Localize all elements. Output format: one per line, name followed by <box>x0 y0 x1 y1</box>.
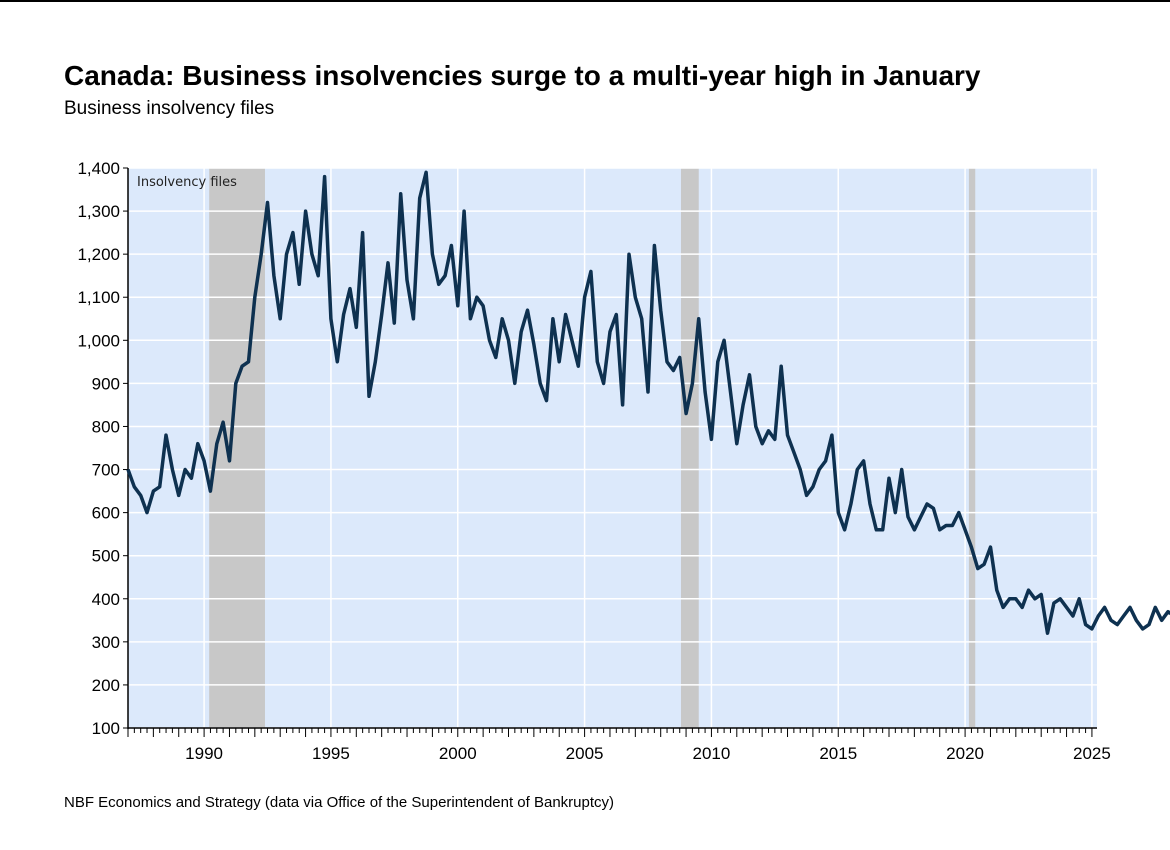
x-tick-label: 2020 <box>946 744 984 763</box>
insolvency-files-line <box>126 170 1170 635</box>
y-tick-label: 900 <box>92 374 120 393</box>
y-tick-label: 700 <box>92 461 120 480</box>
y-tick-label: 300 <box>92 633 120 652</box>
y-tick-label: 600 <box>92 504 120 523</box>
x-tick-label: 1990 <box>185 744 223 763</box>
recession-band <box>680 168 699 728</box>
x-tick-label: 1995 <box>312 744 350 763</box>
y-tick-label: 1,300 <box>77 202 120 221</box>
y-tick-label: 400 <box>92 590 120 609</box>
y-tick-label: 500 <box>92 547 120 566</box>
y-tick-label: 1,400 <box>77 159 120 178</box>
x-tick-label: 2015 <box>819 744 857 763</box>
recession-band <box>968 168 976 728</box>
x-tick-label: 2025 <box>1073 744 1111 763</box>
x-tick-label: 2000 <box>439 744 477 763</box>
y-tick-label: 1,000 <box>77 331 120 350</box>
y-tick-label: 800 <box>92 417 120 436</box>
x-tick-label: 2005 <box>566 744 604 763</box>
source-note: NBF Economics and Strategy (data via Off… <box>64 794 615 811</box>
y-tick-label: 1,200 <box>77 245 120 264</box>
recession-band <box>209 168 265 728</box>
y-tick-label: 1,100 <box>77 288 120 307</box>
top-rule <box>0 0 1170 2</box>
plot-background <box>128 168 1097 728</box>
y-tick-label: 200 <box>92 676 120 695</box>
chart-title: Canada: Business insolvencies surge to a… <box>64 60 981 91</box>
x-tick-label: 2010 <box>693 744 731 763</box>
y-tick-label: 100 <box>92 719 120 738</box>
series-label: Insolvency files <box>137 175 237 190</box>
chart-subtitle: Business insolvency files <box>64 98 275 119</box>
